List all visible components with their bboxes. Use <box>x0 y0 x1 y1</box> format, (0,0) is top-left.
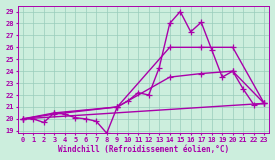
X-axis label: Windchill (Refroidissement éolien,°C): Windchill (Refroidissement éolien,°C) <box>58 145 229 154</box>
